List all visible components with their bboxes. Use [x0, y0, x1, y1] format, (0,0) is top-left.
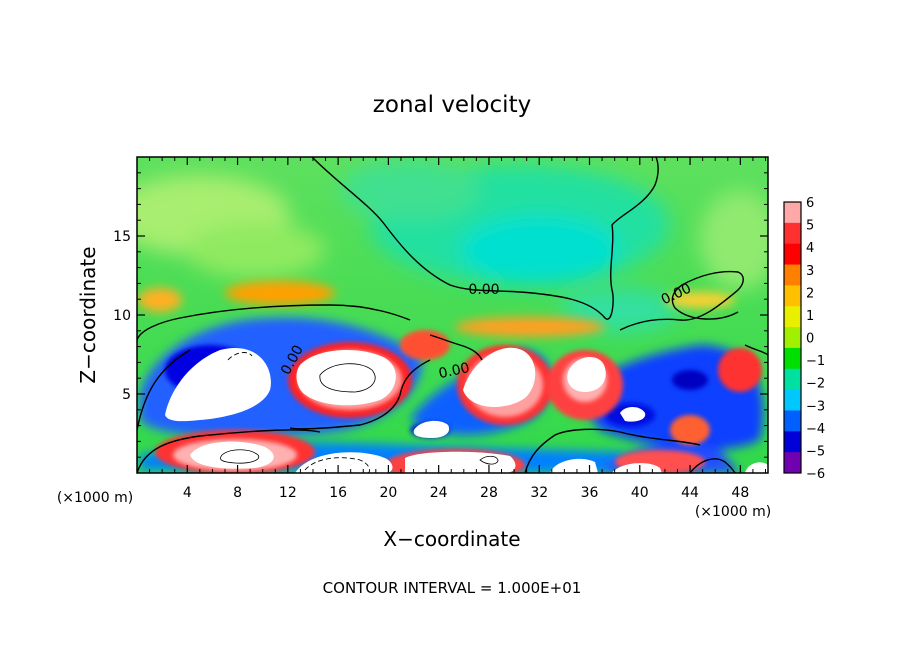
colorbar-frame [783, 201, 802, 474]
colorbar-tick-label: −6 [806, 467, 825, 482]
y-axis: 5 10 15 [113, 172, 768, 458]
colorbar-swatch [784, 431, 801, 453]
colorbar-tick-label: −4 [806, 422, 825, 437]
chart-title: zonal velocity [373, 92, 531, 118]
colorbar-swatch [784, 222, 801, 245]
colorbar-tick-label: 5 [806, 219, 814, 234]
colorbar-swatch [784, 452, 801, 474]
colorbar-swatch [784, 243, 801, 266]
colorbar-tick-label: 0 [806, 332, 814, 347]
colorbar-tick-label: 2 [806, 286, 814, 301]
y-tick-label: 15 [113, 229, 131, 245]
colorbar-tick-label: −3 [806, 399, 825, 414]
x-tick-label: 4 [183, 485, 192, 501]
colorbar-swatch [784, 389, 801, 411]
colorbar-swatch [784, 410, 801, 432]
x-tick-label: 16 [329, 485, 347, 501]
contour-label: 0.00 [437, 360, 471, 382]
x-axis: 4 8 12 16 20 24 28 32 36 40 44 48 [149, 157, 766, 501]
contour-interval-note: CONTOUR INTERVAL = 1.000E+01 [323, 579, 582, 597]
heatmap-field [137, 157, 768, 473]
y-tick-label: 10 [113, 308, 131, 324]
colorbar-swatch [784, 306, 801, 328]
colorbar-tick-label: 6 [806, 196, 814, 211]
colorbar-tick-label: 3 [806, 264, 814, 279]
x-unit-right: (×1000 m) [695, 504, 771, 520]
x-tick-label: 28 [480, 485, 498, 501]
x-tick-label: 32 [530, 485, 548, 501]
contour-label: 0.00 [468, 282, 499, 298]
colorbar-tick-label: 4 [806, 241, 814, 256]
colorbar: 6 5 4 3 2 1 0 −1 −2 −3 −4 −5 −6 [783, 196, 825, 482]
y-tick-label: 5 [122, 387, 131, 403]
x-unit-left: (×1000 m) [57, 490, 133, 506]
colorbar-swatch [784, 202, 801, 224]
x-tick-label: 48 [731, 485, 749, 501]
x-tick-label: 12 [279, 485, 297, 501]
colorbar-swatch [784, 368, 801, 391]
y-axis-label: Z−coordinate [76, 246, 100, 383]
x-tick-label: 36 [581, 485, 599, 501]
x-axis-label: X−coordinate [383, 527, 520, 551]
x-tick-label: 44 [681, 485, 699, 501]
x-tick-label: 40 [631, 485, 649, 501]
x-tick-label: 24 [430, 485, 448, 501]
colorbar-tick-label: −1 [806, 354, 825, 369]
colorbar-tick-label: 1 [806, 309, 814, 324]
colorbar-tick-label: −2 [806, 377, 825, 392]
colorbar-tick-label: −5 [806, 444, 825, 459]
colorbar-swatch [784, 347, 801, 370]
x-tick-label: 8 [233, 485, 242, 501]
colorbar-swatch [784, 327, 801, 349]
colorbar-swatch [784, 264, 801, 286]
colorbar-swatch [784, 285, 801, 307]
x-tick-label: 20 [379, 485, 397, 501]
